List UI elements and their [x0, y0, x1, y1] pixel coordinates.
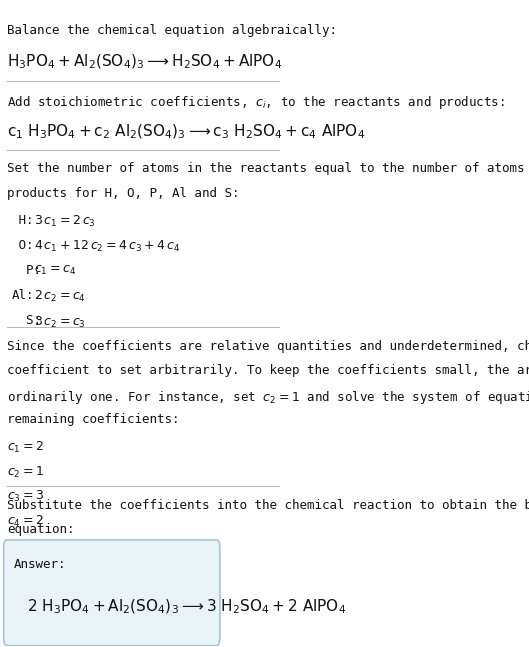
- Text: P:: P:: [11, 264, 41, 277]
- Text: $c_1 = 2$: $c_1 = 2$: [7, 440, 44, 455]
- Text: $\mathsf{c_1\ H_3PO_4 + c_2\ Al_2(SO_4)_3 \longrightarrow c_3\ H_2SO_4 + c_4\ Al: $\mathsf{c_1\ H_3PO_4 + c_2\ Al_2(SO_4)_…: [7, 122, 365, 141]
- Text: Balance the chemical equation algebraically:: Balance the chemical equation algebraica…: [7, 24, 337, 37]
- Text: $c_2 = 1$: $c_2 = 1$: [7, 465, 44, 479]
- FancyBboxPatch shape: [4, 540, 220, 646]
- Text: $\mathsf{2\ H_3PO_4 + Al_2(SO_4)_3 \longrightarrow 3\ H_2SO_4 + 2\ AlPO_4}$: $\mathsf{2\ H_3PO_4 + Al_2(SO_4)_3 \long…: [27, 598, 346, 616]
- Text: H:: H:: [11, 214, 34, 227]
- Text: Set the number of atoms in the reactants equal to the number of atoms in the: Set the number of atoms in the reactants…: [7, 162, 529, 175]
- Text: Answer:: Answer:: [13, 558, 66, 571]
- Text: Al:: Al:: [11, 289, 34, 302]
- Text: products for H, O, P, Al and S:: products for H, O, P, Al and S:: [7, 187, 240, 200]
- Text: equation:: equation:: [7, 523, 75, 536]
- Text: Since the coefficients are relative quantities and underdetermined, choose a: Since the coefficients are relative quan…: [7, 340, 529, 353]
- Text: $\mathsf{H_3PO_4 + Al_2(SO_4)_3 \longrightarrow H_2SO_4 + AlPO_4}$: $\mathsf{H_3PO_4 + Al_2(SO_4)_3 \longrig…: [7, 52, 282, 71]
- Text: Add stoichiometric coefficients, $c_i$, to the reactants and products:: Add stoichiometric coefficients, $c_i$, …: [7, 94, 505, 111]
- Text: $3\,c_1 = 2\,c_3$: $3\,c_1 = 2\,c_3$: [34, 214, 96, 229]
- Text: remaining coefficients:: remaining coefficients:: [7, 413, 179, 426]
- Text: $c_3 = 3$: $c_3 = 3$: [7, 489, 44, 504]
- Text: O:: O:: [11, 239, 34, 252]
- Text: $c_1 = c_4$: $c_1 = c_4$: [34, 264, 76, 278]
- Text: coefficient to set arbitrarily. To keep the coefficients small, the arbitrary va: coefficient to set arbitrarily. To keep …: [7, 364, 529, 377]
- Text: $4\,c_1 + 12\,c_2 = 4\,c_3 + 4\,c_4$: $4\,c_1 + 12\,c_2 = 4\,c_3 + 4\,c_4$: [34, 239, 180, 254]
- Text: Substitute the coefficients into the chemical reaction to obtain the balanced: Substitute the coefficients into the che…: [7, 499, 529, 512]
- Text: ordinarily one. For instance, set $c_2 = 1$ and solve the system of equations fo: ordinarily one. For instance, set $c_2 =…: [7, 389, 529, 406]
- Text: $3\,c_2 = c_3$: $3\,c_2 = c_3$: [34, 314, 86, 329]
- Text: S:: S:: [11, 314, 41, 327]
- Text: $2\,c_2 = c_4$: $2\,c_2 = c_4$: [34, 289, 86, 305]
- Text: $c_4 = 2$: $c_4 = 2$: [7, 514, 44, 529]
